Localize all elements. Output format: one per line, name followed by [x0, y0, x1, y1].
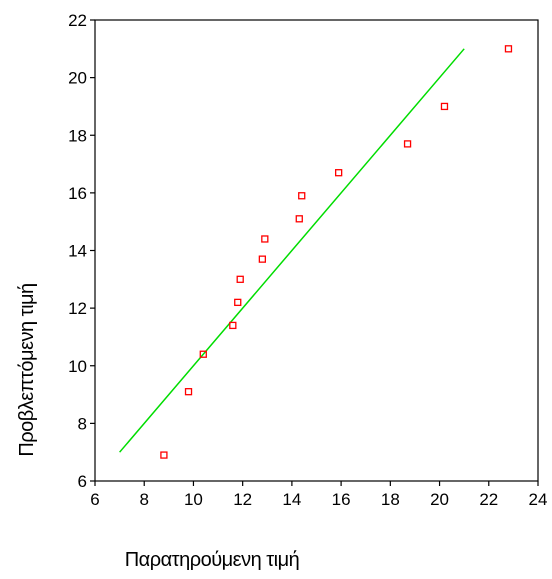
x-axis-title: Παρατηρούμενη τιμή	[125, 549, 300, 571]
x-tick-label: 22	[479, 490, 498, 509]
axes: 6 8 10 12 14 16 18 20 22 24 6 8 10 12 14 16 18 20 22	[68, 11, 547, 509]
x-tick-label: 12	[233, 490, 252, 509]
data-point	[234, 298, 242, 307]
y-axis-title: Προβλεπτόμενη τιμή	[16, 283, 38, 456]
data-point	[334, 169, 343, 177]
data-point	[184, 388, 193, 396]
plot-frame	[94, 19, 539, 482]
y-tick-label: 10	[68, 357, 87, 376]
data-point	[295, 215, 303, 223]
x-tick-label: 14	[282, 490, 301, 509]
data-point	[236, 275, 244, 283]
reference-line-layer	[119, 48, 465, 453]
y-tick-label: 16	[68, 184, 87, 203]
x-tick-label: 8	[139, 490, 148, 509]
reference-line	[119, 48, 465, 453]
x-tick-label: 24	[529, 490, 548, 509]
data-point	[440, 102, 449, 111]
y-tick-label: 14	[68, 242, 87, 261]
data-point	[298, 192, 306, 200]
x-tick-label: 18	[381, 490, 400, 509]
y-tick-label: 22	[68, 11, 87, 30]
data-point	[403, 140, 412, 148]
y-tick-label: 20	[68, 69, 87, 88]
x-tick-label: 20	[430, 490, 449, 509]
x-tick-label: 10	[184, 490, 203, 509]
y-tick-label: 6	[78, 472, 87, 491]
data-point	[261, 235, 269, 243]
data-point	[258, 255, 267, 263]
y-tick-label: 8	[78, 414, 87, 433]
data-point	[199, 350, 207, 358]
x-tick-label: 6	[90, 490, 99, 509]
y-tick-label: 18	[68, 126, 87, 145]
data-point	[504, 45, 513, 53]
y-tick-label: 12	[68, 299, 87, 318]
x-tick-label: 16	[332, 490, 351, 509]
data-point	[229, 321, 237, 330]
points-layer	[160, 45, 513, 459]
data-point	[160, 451, 168, 459]
